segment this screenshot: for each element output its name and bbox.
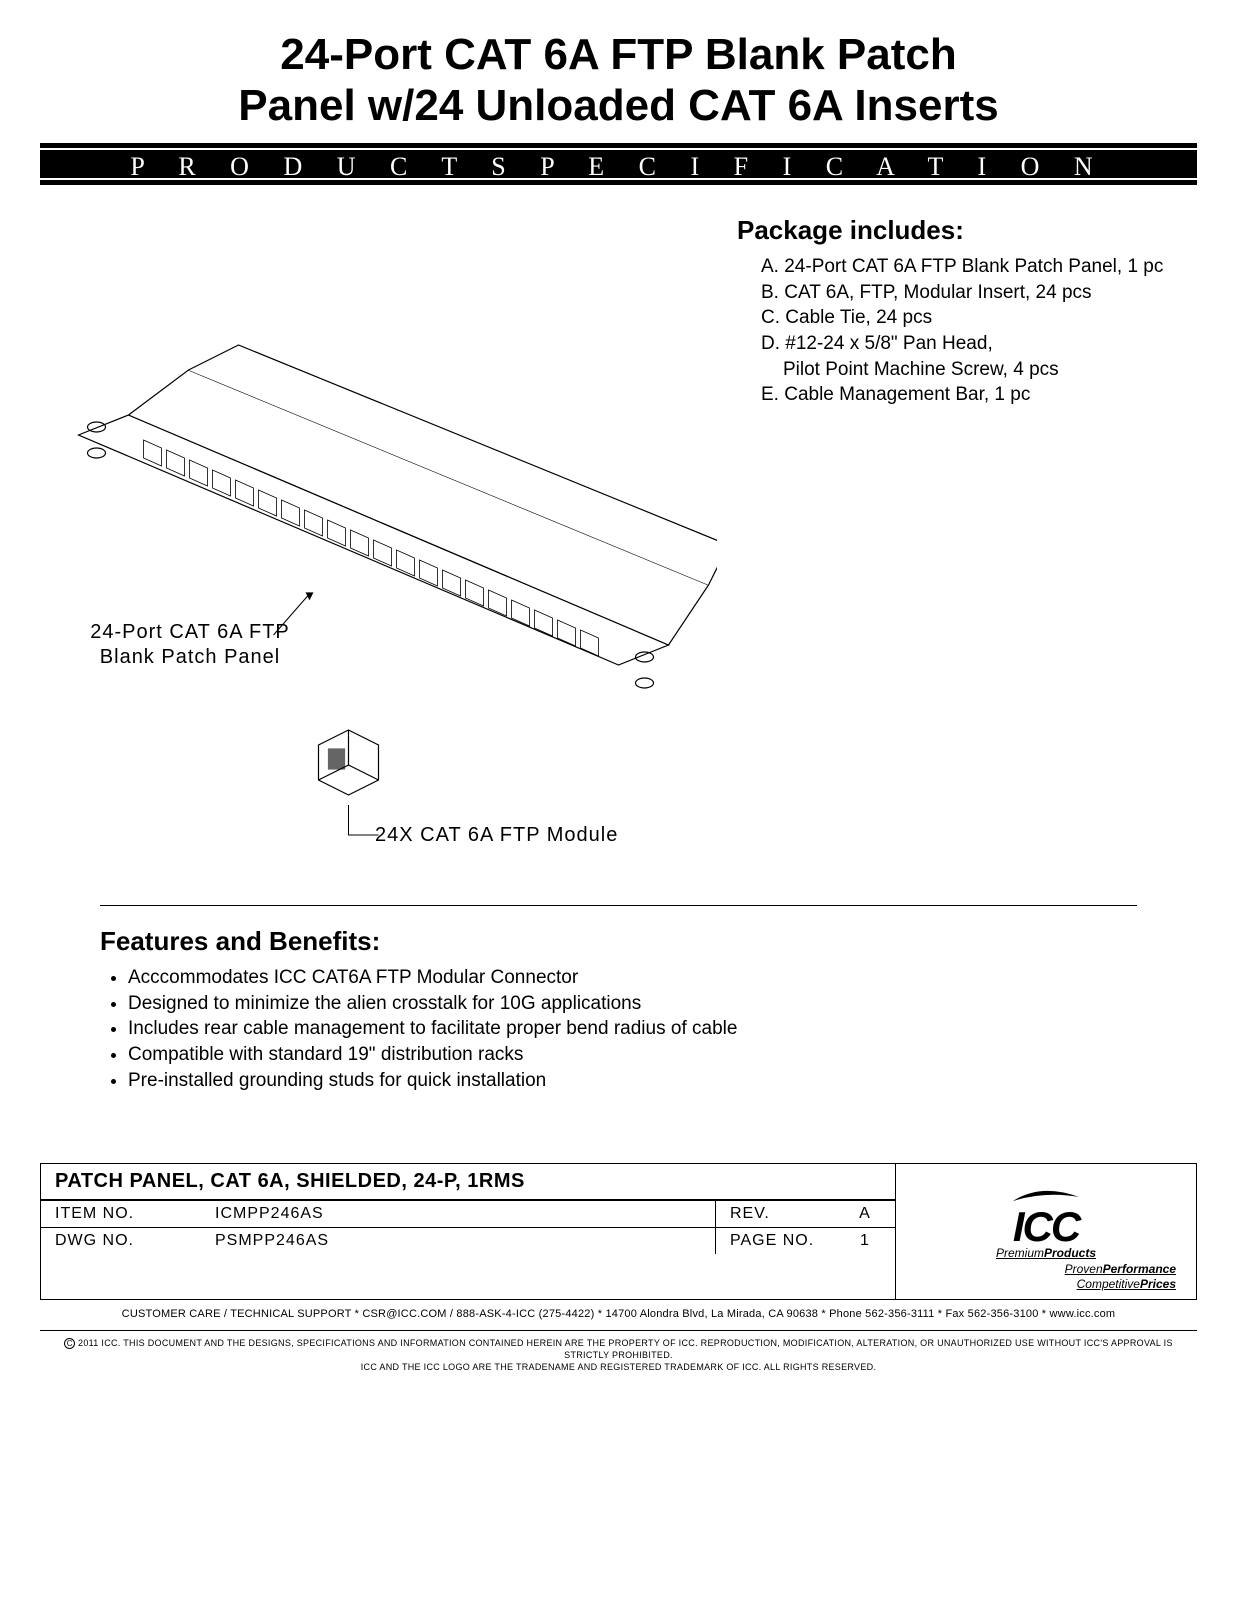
package-item-c: C. Cable Tie, 24 pcs (737, 305, 1197, 331)
feature-item: Includes rear cable management to facili… (128, 1016, 1137, 1042)
page-title: 24-Port CAT 6A FTP Blank Patch Panel w/2… (40, 30, 1197, 131)
package-item-d: D. #12-24 x 5/8" Pan Head, (737, 331, 1197, 357)
features-list: Acccommodates ICC CAT6A FTP Modular Conn… (128, 965, 1137, 1093)
logo-text: ICC (1013, 1203, 1079, 1250)
dwg-no-label: DWG NO. (41, 1228, 201, 1254)
package-item-d-sub: Pilot Point Machine Screw, 4 pcs (737, 357, 1197, 383)
page-no-label: PAGE NO. (715, 1228, 835, 1254)
rev-value: A (835, 1201, 895, 1227)
feature-item: Acccommodates ICC CAT6A FTP Modular Conn… (128, 965, 1137, 991)
package-item-a: A. 24-Port CAT 6A FTP Blank Patch Panel,… (737, 254, 1197, 280)
diagram-area: 24-Port CAT 6A FTP Blank Patch Panel 24X… (40, 215, 717, 895)
title-block: PATCH PANEL, CAT 6A, SHIELDED, 24-P, 1RM… (40, 1163, 1197, 1299)
feature-item: Compatible with standard 19" distributio… (128, 1042, 1137, 1068)
feature-item: Pre-installed grounding studs for quick … (128, 1068, 1137, 1094)
features-heading: Features and Benefits: (100, 926, 1137, 957)
content-row: 24-Port CAT 6A FTP Blank Patch Panel 24X… (40, 215, 1197, 895)
title-block-logo: ICC PremiumProducts ProvenPerformance Co… (896, 1164, 1196, 1298)
page: 24-Port CAT 6A FTP Blank Patch Panel w/2… (0, 0, 1237, 1393)
rev-label: REV. (715, 1201, 835, 1227)
callout-panel-line1: 24-Port CAT 6A FTP (90, 621, 290, 643)
footer-legal-line2: ICC AND THE ICC LOGO ARE THE TRADENAME A… (361, 1362, 877, 1372)
copyright-icon: C (64, 1338, 75, 1349)
tagline-2: ProvenPerformance (906, 1262, 1186, 1278)
page-no-value: 1 (835, 1228, 895, 1254)
footer-contact: CUSTOMER CARE / TECHNICAL SUPPORT * CSR@… (40, 1308, 1197, 1320)
title-line-2: Panel w/24 Unloaded CAT 6A Inserts (238, 81, 998, 130)
footer-legal: C 2011 ICC. THIS DOCUMENT AND THE DESIGN… (40, 1330, 1197, 1373)
title-block-header: PATCH PANEL, CAT 6A, SHIELDED, 24-P, 1RM… (41, 1164, 895, 1200)
divider (100, 905, 1137, 906)
feature-item: Designed to minimize the alien crosstalk… (128, 991, 1137, 1017)
title-block-row-dwg: DWG NO. PSMPP246AS PAGE NO. 1 (41, 1227, 895, 1254)
item-no-value: ICMPP246AS (201, 1201, 715, 1227)
callout-panel: 24-Port CAT 6A FTP Blank Patch Panel (60, 620, 320, 670)
callout-panel-line2: Blank Patch Panel (100, 646, 280, 668)
product-spec-bar: P R O D U C T S P E C I F I C A T I O N (40, 143, 1197, 185)
features-section: Features and Benefits: Acccommodates ICC… (40, 926, 1197, 1093)
patch-panel-diagram (40, 215, 717, 895)
package-item-b: B. CAT 6A, FTP, Modular Insert, 24 pcs (737, 280, 1197, 306)
package-column: Package includes: A. 24-Port CAT 6A FTP … (717, 215, 1197, 895)
callout-module: 24X CAT 6A FTP Module (375, 823, 618, 848)
title-block-row-item: ITEM NO. ICMPP246AS REV. A (41, 1200, 895, 1227)
title-block-left: PATCH PANEL, CAT 6A, SHIELDED, 24-P, 1RM… (41, 1164, 896, 1298)
item-no-label: ITEM NO. (41, 1201, 201, 1227)
footer-legal-line1: 2011 ICC. THIS DOCUMENT AND THE DESIGNS,… (78, 1338, 1173, 1360)
tagline-3: CompetitivePrices (906, 1277, 1186, 1293)
title-line-1: 24-Port CAT 6A FTP Blank Patch (280, 30, 956, 79)
package-item-e: E. Cable Management Bar, 1 pc (737, 382, 1197, 408)
dwg-no-value: PSMPP246AS (201, 1228, 715, 1254)
package-heading: Package includes: (737, 215, 1197, 246)
icc-logo: ICC (906, 1170, 1186, 1246)
